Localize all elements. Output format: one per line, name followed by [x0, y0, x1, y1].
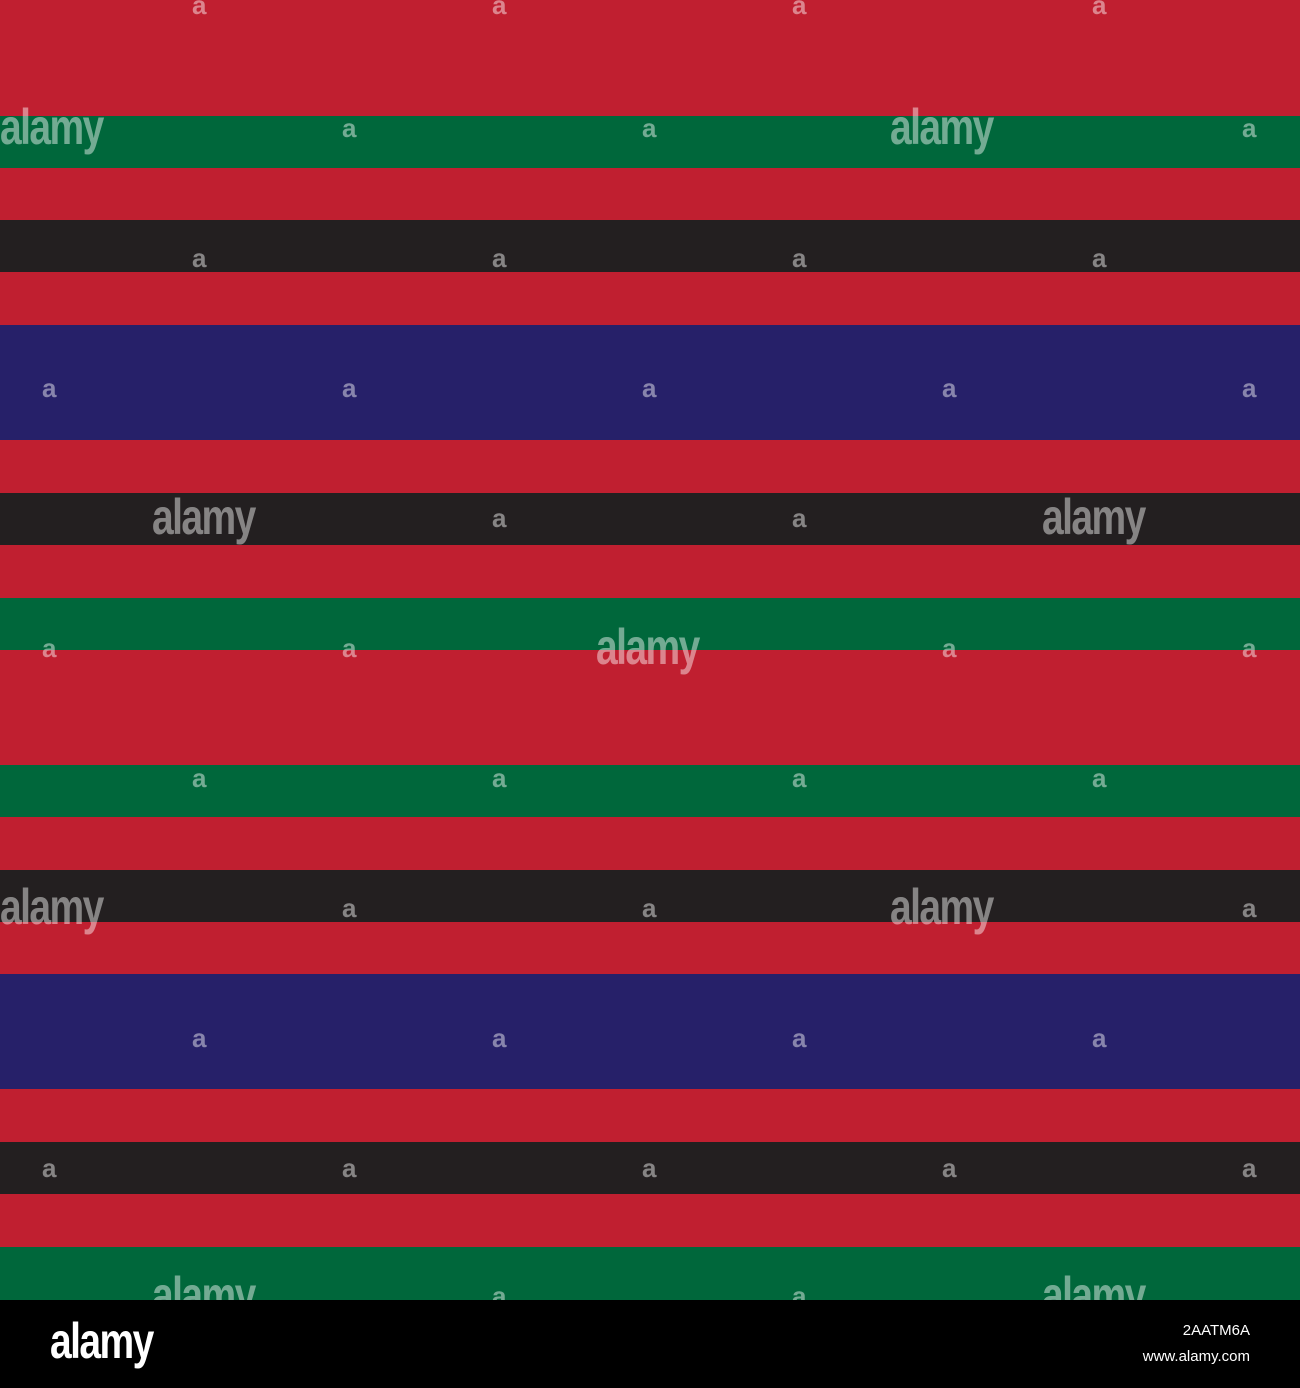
- stripe-black: [0, 220, 1300, 272]
- stripe-red: [0, 1194, 1300, 1247]
- stripe-navy: [0, 974, 1300, 1089]
- stripe-red: [0, 440, 1300, 493]
- striped-pattern: [0, 0, 1300, 1300]
- stripe-red: [0, 0, 1300, 116]
- stripe-red: [0, 650, 1300, 765]
- stripe-green: [0, 116, 1300, 168]
- stripe-green: [0, 765, 1300, 817]
- site-url-label: www.alamy.com: [1142, 1348, 1250, 1365]
- stripe-red: [0, 922, 1300, 974]
- footer-logo: alamy: [50, 1313, 154, 1369]
- stock-footer-bar: alamy 2AATM6A www.alamy.com: [0, 1300, 1300, 1388]
- stripe-red: [0, 545, 1300, 598]
- stripe-green: [0, 1247, 1300, 1300]
- stripe-red: [0, 272, 1300, 325]
- stripe-black: [0, 1142, 1300, 1194]
- stripe-red: [0, 168, 1300, 220]
- stripe-red: [0, 817, 1300, 870]
- stripe-black: [0, 870, 1300, 922]
- stripe-black: [0, 493, 1300, 545]
- image-id-label: 2AATM6A: [1182, 1322, 1250, 1339]
- stripe-navy: [0, 325, 1300, 440]
- stripe-green: [0, 598, 1300, 650]
- stripe-red: [0, 1089, 1300, 1142]
